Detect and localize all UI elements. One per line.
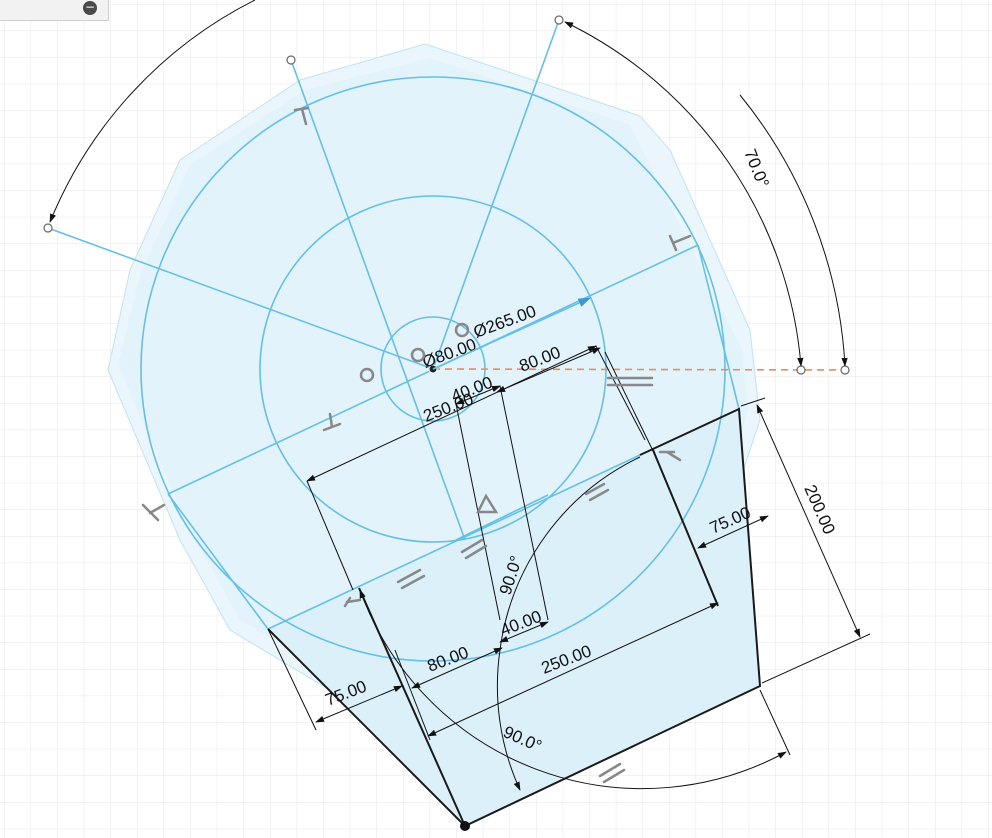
angle-dimension-arc-outer xyxy=(739,94,848,367)
angle-dimension-arc-left xyxy=(49,0,256,223)
w75-right-dim-line xyxy=(697,515,769,549)
ext-line xyxy=(595,345,646,441)
d250-mid-dim-line xyxy=(306,345,597,482)
ext-line xyxy=(267,628,317,731)
constraint-glyphs xyxy=(141,106,692,784)
ext-line xyxy=(759,689,791,756)
endpoint[interactable] xyxy=(43,223,53,233)
ext-line xyxy=(604,351,656,456)
angle-dimension-arc xyxy=(564,21,804,367)
spoke-left xyxy=(47,227,434,370)
h200-dim-line xyxy=(756,404,861,638)
endpoint[interactable] xyxy=(286,55,296,65)
left-tangent xyxy=(167,493,269,630)
endpoint[interactable] xyxy=(840,365,850,375)
construction-horizontal xyxy=(432,368,846,371)
inner-chord xyxy=(455,494,549,541)
angle-90-bottom-arc xyxy=(359,589,787,790)
endpoint[interactable] xyxy=(554,15,564,25)
profile-inner-edge-right xyxy=(652,449,719,607)
minus-circle-icon[interactable]: − xyxy=(83,0,97,15)
profile-top-edge xyxy=(267,454,641,630)
spoke-right xyxy=(432,19,560,370)
ext-line xyxy=(740,397,766,407)
browser-panel: − xyxy=(0,0,109,21)
corner-point[interactable] xyxy=(460,821,470,831)
ext-line xyxy=(306,480,354,591)
ext-line xyxy=(499,385,549,621)
endpoint[interactable] xyxy=(796,365,806,375)
